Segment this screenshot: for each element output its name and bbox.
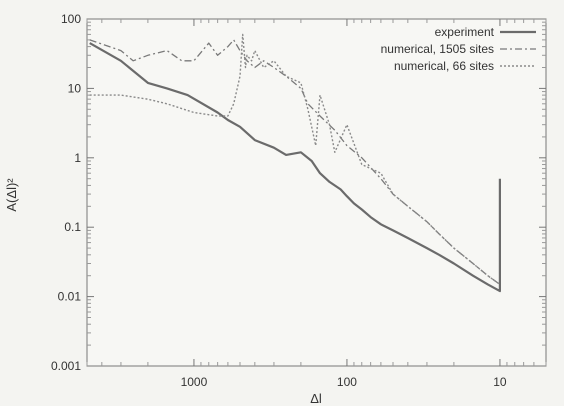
y-tick-label: 0.1 xyxy=(64,220,81,234)
legend-label: experiment xyxy=(435,25,495,39)
plot-frame xyxy=(86,18,547,367)
legend-label: numerical, 66 sites xyxy=(394,59,494,73)
y-axis: 100 10 1 0.1 0.01 0.001 xyxy=(51,12,546,373)
x-tick-label: 1000 xyxy=(181,375,208,389)
y-tick-label: 0.001 xyxy=(51,359,81,373)
y-axis-label: A(Δl)² xyxy=(4,178,19,212)
legend-label: numerical, 1505 sites xyxy=(381,42,494,56)
x-tick-label: 100 xyxy=(337,375,357,389)
series-line-1 xyxy=(89,42,501,293)
y-tick-label: 100 xyxy=(61,12,81,26)
x-axis: 1000 100 10 xyxy=(86,19,547,389)
series-layer xyxy=(89,33,501,293)
x-axis-label: Δl xyxy=(310,391,322,406)
y-tick-label: 0.01 xyxy=(58,290,82,304)
legend: experiment numerical, 1505 sites numerical… xyxy=(381,25,536,73)
y-tick-label: 10 xyxy=(68,81,82,95)
series-line-2 xyxy=(89,39,501,285)
y-tick-label: 1 xyxy=(74,151,81,165)
x-tick-label: 10 xyxy=(493,375,507,389)
